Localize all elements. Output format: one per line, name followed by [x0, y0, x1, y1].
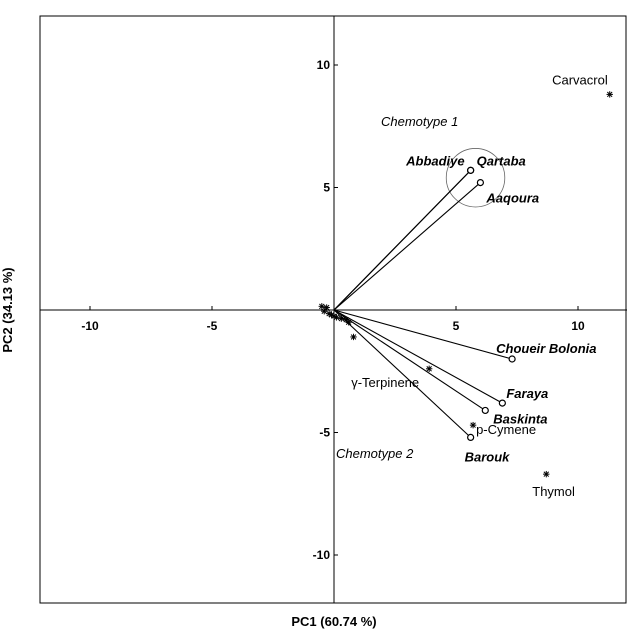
- variable-point-0-stroke-3: [606, 91, 613, 98]
- variable-label-1: γ-Terpinene: [351, 375, 419, 390]
- variable-label-3: Thymol: [532, 484, 575, 499]
- origin-cluster-point-2: [323, 304, 330, 311]
- sample-label-1: Qartaba: [477, 153, 526, 168]
- x-tick-label-1: -5: [207, 319, 218, 333]
- sample-label-5: Baskinta: [493, 411, 547, 426]
- sample-point-1: [467, 166, 475, 174]
- origin-cluster-point-9: [345, 319, 352, 326]
- x-tick-label-3: 10: [571, 319, 585, 333]
- origin-cluster-point-2-stroke-3: [323, 304, 330, 311]
- origin-cluster-point-6: [333, 314, 340, 321]
- origin-cluster-point-6-stroke-3: [333, 314, 340, 321]
- origin-cluster-point-7-stroke-3: [338, 315, 345, 322]
- origin-cluster-point-9-stroke-3: [345, 319, 352, 326]
- variable-point-1-stroke-3: [426, 366, 432, 372]
- variable-point-4-stroke-3: [350, 334, 357, 340]
- variable-label-2: p-Cymene: [476, 422, 536, 437]
- variable-point-2: [469, 421, 477, 429]
- axes: -10 -5 5 10 10 5 -5 -10: [39, 15, 627, 604]
- origin-cluster-point-8-stroke-3: [343, 317, 349, 323]
- y-tick-label-0: 10: [317, 58, 331, 72]
- x-tick-label-0: -10: [81, 319, 99, 333]
- origin-cluster-point-3-stroke-3: [326, 310, 332, 317]
- origin-cluster-point-0-stroke-3: [319, 303, 325, 310]
- sample-label-2: Aaqoura: [485, 191, 539, 206]
- chemotype-1-circle: [445, 148, 506, 208]
- variable-point-4: [350, 333, 357, 341]
- sample-label-3: Choueir Bolonia: [496, 341, 596, 356]
- variable-point-3-stroke-3: [543, 471, 550, 477]
- sample-vector-2: [333, 182, 481, 311]
- sample-vector-4: [333, 309, 503, 404]
- variable-point-1: [425, 365, 433, 372]
- variable-point-3: [543, 470, 550, 478]
- sample-point-4: [498, 399, 506, 407]
- chemotype-2-label: Chemotype 2: [336, 446, 414, 461]
- origin-cluster-point-1-stroke-3: [321, 308, 327, 314]
- origin-cluster-point-4-stroke-3: [328, 312, 335, 318]
- origin-cluster-point-5-stroke-3: [331, 313, 337, 319]
- y-axis-title: PC2 (34.13 %): [0, 267, 15, 352]
- y-tick-label-3: -10: [313, 548, 331, 562]
- sample-vector-3: [333, 309, 513, 360]
- x-tick-label-2: 5: [453, 319, 460, 333]
- origin-cluster-point-1: [321, 308, 328, 315]
- sample-vector-1: [333, 169, 472, 311]
- variable-point-2-stroke-3: [470, 422, 476, 428]
- origin-cluster-point-7: [338, 315, 345, 322]
- sample-point-3: [508, 355, 516, 363]
- sample-label-0: Abbadiye: [405, 153, 465, 168]
- y-tick-label-2: -5: [319, 426, 330, 440]
- sample-point-5: [481, 406, 489, 415]
- x-axis-title: PC1 (60.74 %): [291, 614, 376, 629]
- y-tick-label-1: 5: [323, 181, 330, 195]
- sample-point-6: [467, 433, 475, 441]
- sample-point-2: [476, 179, 484, 187]
- sample-label-4: Faraya: [506, 386, 548, 401]
- sample-label-6: Barouk: [465, 449, 511, 464]
- variable-point-0: [606, 91, 613, 98]
- sample-vector-6: [333, 309, 472, 438]
- sample-vector-5: [333, 309, 486, 411]
- variable-label-0: Carvacrol: [552, 72, 608, 87]
- data-layer: Abbadiye Qartaba Aaqoura Choueir Bolonia Far…: [318, 72, 613, 499]
- origin-cluster-point-0: [318, 303, 325, 310]
- chemotype-1-label: Chemotype 1: [381, 114, 458, 129]
